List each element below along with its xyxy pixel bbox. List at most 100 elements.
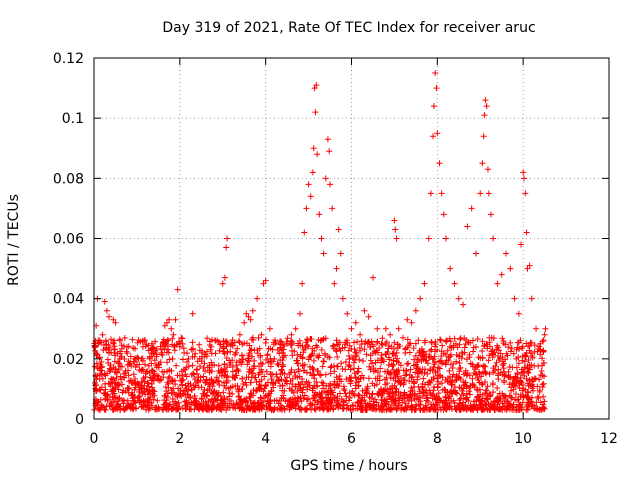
data-point: [390, 361, 397, 368]
data-point: [442, 360, 449, 367]
data-point: [411, 383, 418, 390]
data-point: [248, 367, 255, 374]
data-point: [342, 339, 349, 346]
data-point: [234, 401, 241, 408]
data-point: [435, 372, 442, 379]
data-point: [255, 335, 262, 342]
data-point: [451, 280, 458, 287]
data-point: [149, 384, 156, 391]
data-point: [246, 406, 253, 413]
data-point: [172, 381, 179, 388]
data-point: [435, 378, 442, 385]
data-point: [417, 295, 424, 302]
data-point: [196, 363, 203, 370]
data-point: [160, 336, 167, 343]
data-point: [447, 338, 454, 345]
data-point: [343, 393, 350, 400]
data-point: [457, 364, 464, 371]
data-point: [444, 347, 451, 354]
data-point: [94, 398, 101, 405]
data-point: [540, 393, 547, 400]
data-point: [374, 390, 381, 397]
data-point: [467, 360, 474, 367]
data-point: [142, 361, 149, 368]
data-point: [161, 392, 168, 399]
data-point: [521, 358, 528, 365]
data-point: [351, 370, 358, 377]
data-point: [462, 369, 469, 376]
data-point: [165, 384, 172, 391]
data-point: [374, 338, 381, 345]
data-point: [387, 369, 394, 376]
data-point: [415, 356, 422, 363]
data-point: [326, 398, 333, 405]
data-point: [493, 359, 500, 366]
y-tick-label: 0.06: [53, 232, 84, 248]
data-point: [457, 336, 464, 343]
data-point: [437, 357, 444, 364]
data-point: [325, 394, 332, 401]
data-point: [409, 391, 416, 398]
data-point: [287, 396, 294, 403]
data-point: [508, 345, 515, 352]
data-point: [151, 349, 158, 356]
data-point: [312, 109, 319, 116]
data-point: [474, 335, 481, 342]
data-point: [262, 277, 269, 284]
data-point: [333, 265, 340, 272]
data-point: [358, 398, 365, 405]
data-point: [519, 345, 526, 352]
data-point: [405, 360, 412, 367]
data-point: [355, 391, 362, 398]
data-point: [379, 392, 386, 399]
data-point: [343, 376, 350, 383]
data-point: [478, 406, 485, 413]
data-point: [102, 380, 109, 387]
data-point: [362, 400, 369, 407]
data-point: [484, 383, 491, 390]
data-point: [472, 366, 479, 373]
data-point: [509, 364, 516, 371]
data-point: [264, 352, 271, 359]
data-point: [521, 364, 528, 371]
data-point: [465, 397, 472, 404]
data-point: [129, 336, 136, 343]
data-point: [294, 357, 301, 364]
data-point: [367, 357, 374, 364]
data-point: [269, 379, 276, 386]
data-point: [511, 382, 518, 389]
data-point: [126, 403, 133, 410]
data-point: [367, 352, 374, 359]
data-point: [503, 406, 510, 413]
data-point: [442, 351, 449, 358]
data-point: [359, 406, 366, 413]
data-point: [248, 346, 255, 353]
data-point: [279, 404, 286, 411]
data-point: [182, 402, 189, 409]
data-point: [524, 406, 531, 413]
data-point: [224, 404, 231, 411]
data-point: [139, 366, 146, 373]
data-point: [287, 342, 294, 349]
x-tick-label: 10: [514, 431, 532, 447]
data-point: [327, 181, 334, 188]
data-point: [176, 403, 183, 410]
x-tick-label: 0: [90, 431, 99, 447]
data-point: [452, 377, 459, 384]
data-point: [185, 380, 192, 387]
data-point: [470, 398, 477, 405]
data-point: [169, 377, 176, 384]
data-point: [153, 404, 160, 411]
data-point: [227, 348, 234, 355]
data-point: [531, 375, 538, 382]
data-point: [122, 405, 129, 412]
data-point: [276, 345, 283, 352]
data-point: [352, 374, 359, 381]
data-point: [378, 359, 385, 366]
data-point: [443, 397, 450, 404]
data-point: [473, 386, 480, 393]
data-point: [249, 404, 256, 411]
data-point: [241, 319, 248, 326]
data-point: [410, 362, 417, 369]
data-point: [179, 340, 186, 347]
